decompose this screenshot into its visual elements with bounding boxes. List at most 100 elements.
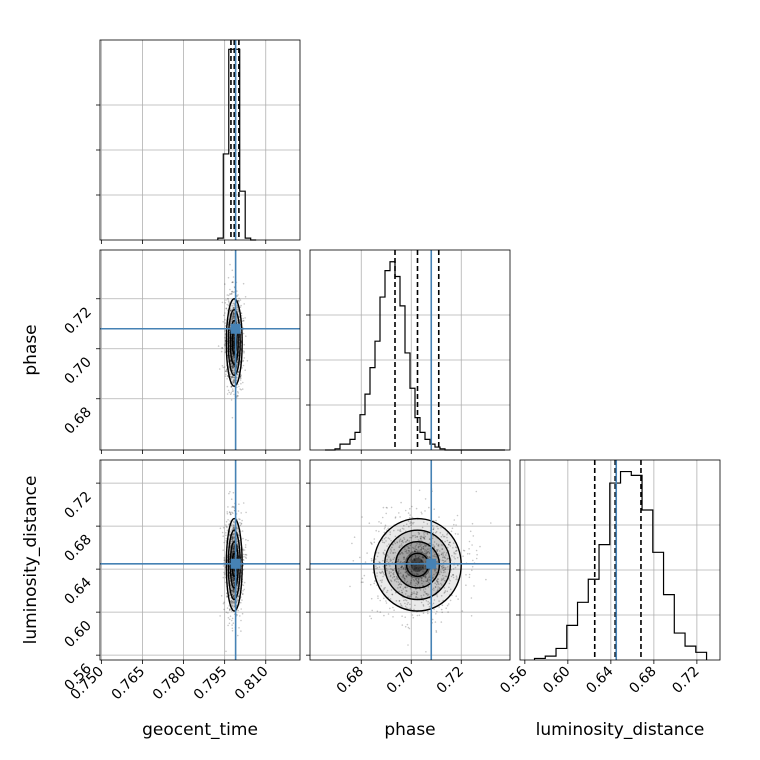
panel-phase-vs-luminosity_distance-sample-point xyxy=(397,587,399,589)
panel-phase-vs-luminosity_distance-sample-point xyxy=(388,556,390,558)
panel-phase-vs-luminosity_distance-sample-point xyxy=(415,548,418,551)
panel-phase-vs-luminosity_distance-sample-point xyxy=(425,573,427,576)
panel-phase-vs-luminosity_distance-sample-point xyxy=(386,560,388,563)
panel-phase-vs-luminosity_distance-sample-point xyxy=(405,540,408,543)
panel-geocent_time-vs-luminosity_distance-sample-point xyxy=(233,533,235,535)
panel-phase-vs-luminosity_distance-sample-point xyxy=(423,546,425,548)
panel-geocent_time-vs-phase-sample-point xyxy=(230,309,232,312)
panel-phase-vs-luminosity_distance-sample-point xyxy=(442,599,445,602)
panel-phase-vs-luminosity_distance-sample-point xyxy=(416,614,419,617)
panel-geocent_time-vs-phase-sample-point xyxy=(232,291,234,294)
panel-geocent_time-vs-luminosity_distance-sample-point xyxy=(226,526,228,529)
panel-phase-vs-luminosity_distance-sample-point xyxy=(385,602,388,604)
panel-phase-vs-luminosity_distance-sample-point xyxy=(370,541,372,544)
panel-phase-vs-luminosity_distance-sample-point xyxy=(452,576,455,579)
panel-geocent_time-vs-phase-sample-point xyxy=(240,312,243,315)
panel-phase-vs-luminosity_distance-sample-point xyxy=(440,544,443,546)
panel-geocent_time-vs-phase-sample-point xyxy=(237,299,240,302)
panel-phase-vs-luminosity_distance-sample-point xyxy=(476,553,478,556)
panel-phase-vs-luminosity_distance-sample-point xyxy=(407,644,409,646)
panel-geocent_time-vs-luminosity_distance-sample-point xyxy=(232,505,234,508)
panel-geocent_time-vs-luminosity_distance-sample-point xyxy=(225,534,227,537)
panel-phase-vs-luminosity_distance-sample-point xyxy=(425,544,428,547)
panel-phase-vs-luminosity_distance-sample-point xyxy=(440,553,443,556)
panel-geocent_time-vs-phase-sample-point xyxy=(239,319,241,321)
panel-phase-vs-luminosity_distance-sample-point xyxy=(392,552,395,554)
panel-phase-vs-luminosity_distance-sample-point xyxy=(403,560,406,563)
panel-geocent_time-vs-phase-sample-point xyxy=(232,381,235,384)
panel-phase-vs-luminosity_distance-sample-point xyxy=(418,533,420,535)
panel-geocent_time-vs-luminosity_distance-sample-point xyxy=(233,589,235,592)
panel-phase-vs-luminosity_distance-sample-point xyxy=(444,568,446,571)
panel-phase-vs-luminosity_distance-sample-point xyxy=(421,582,423,585)
panel-geocent_time-vs-phase-sample-point xyxy=(224,330,226,332)
panel-phase-vs-luminosity_distance-sample-point xyxy=(410,551,412,554)
panel-phase-vs-luminosity_distance-sample-point xyxy=(440,553,443,556)
panel-phase-vs-luminosity_distance-sample-point xyxy=(383,597,385,600)
panel-phase-vs-luminosity_distance-sample-point xyxy=(428,573,430,575)
panel-phase-vs-luminosity_distance-frame xyxy=(309,459,511,661)
panel-geocent_time-vs-luminosity_distance-sample-point xyxy=(232,550,235,552)
panel-phase-vs-luminosity_distance-sample-point xyxy=(440,565,443,568)
panel-phase-vs-luminosity_distance-sample-point xyxy=(417,578,420,581)
x-axis-label-phase: phase xyxy=(384,720,435,740)
panel-phase-vs-luminosity_distance-sample-point xyxy=(417,581,419,583)
panel-geocent_time-vs-phase-sample-point xyxy=(226,294,229,296)
panel-phase-vs-luminosity_distance-sample-point xyxy=(442,564,445,567)
panel-geocent_time-vs-phase-sample-point xyxy=(221,301,224,304)
panel-phase-vs-luminosity_distance-sample-point xyxy=(452,574,455,576)
panel-geocent_time-vs-luminosity_distance-sample-point xyxy=(245,538,247,541)
panel-phase-vs-luminosity_distance-sample-point xyxy=(441,567,444,570)
panel-geocent_time-vs-luminosity_distance-sample-point xyxy=(230,498,233,501)
panel-phase-vs-luminosity_distance-sample-point xyxy=(446,533,448,536)
panel-phase-vs-luminosity_distance-xtick-label-1: 0.70 xyxy=(384,664,417,697)
panel-phase-vs-luminosity_distance-sample-point xyxy=(410,579,413,582)
panel-phase-vs-luminosity_distance-sample-point xyxy=(389,533,392,536)
panel-geocent_time-vs-luminosity_distance-sample-point xyxy=(232,596,235,598)
panel-geocent_time-vs-luminosity_distance-sample-point xyxy=(242,537,244,540)
panel-phase-vs-luminosity_distance-sample-point xyxy=(395,591,397,594)
panel-geocent_time-vs-luminosity_distance-sample-point xyxy=(233,588,235,591)
panel-phase-vs-luminosity_distance-sample-point xyxy=(382,541,384,543)
panel-geocent_time-vs-luminosity_distance-sample-point xyxy=(229,520,231,522)
panel-phase-vs-luminosity_distance-sample-point xyxy=(392,558,395,561)
hist-luminosity_distance-xtick-label-0: 0.56 xyxy=(497,663,530,696)
panel-geocent_time-vs-luminosity_distance-sample-point xyxy=(226,595,228,597)
panel-phase-vs-luminosity_distance-sample-point xyxy=(383,553,386,556)
panel-geocent_time-vs-phase-sample-point xyxy=(232,357,234,360)
panel-phase-vs-luminosity_distance-sample-point xyxy=(479,545,481,548)
panel-geocent_time-vs-phase-sample-point xyxy=(233,371,235,374)
panel-phase-vs-luminosity_distance-sample-point xyxy=(385,564,388,566)
panel-geocent_time-vs-phase-sample-point xyxy=(233,342,235,344)
panel-phase-vs-luminosity_distance-sample-point xyxy=(392,573,394,575)
hist-luminosity_distance-xtick-label-4: 0.72 xyxy=(669,664,702,697)
panel-geocent_time-vs-phase-sample-point xyxy=(226,370,228,373)
panel-geocent_time-vs-phase-sample-point xyxy=(229,263,231,266)
panel-phase-vs-luminosity_distance-sample-point xyxy=(434,621,437,623)
panel-phase-vs-luminosity_distance-sample-point xyxy=(415,596,417,599)
panel-phase-vs-luminosity_distance-sample-point xyxy=(436,578,439,580)
panel-phase-vs-luminosity_distance-sample-point xyxy=(394,517,397,519)
panel-phase-vs-luminosity_distance-sample-point xyxy=(413,591,415,593)
panel-geocent_time-vs-luminosity_distance-sample-point xyxy=(233,569,235,572)
panel-geocent_time-vs-luminosity_distance-sample-point xyxy=(237,596,239,598)
y-axis-label-phase: phase xyxy=(21,324,41,375)
hist-geocent_time-frame xyxy=(99,39,301,241)
panel-geocent_time-vs-luminosity_distance-sample-point xyxy=(233,582,235,584)
panel-phase-vs-luminosity_distance-sample-point xyxy=(456,556,459,559)
panel-phase-vs-luminosity_distance-sample-point xyxy=(411,550,414,553)
panel-phase-vs-luminosity_distance-sample-point xyxy=(414,548,417,550)
panel-phase-vs-luminosity_distance-sample-point xyxy=(402,575,405,577)
panel-phase-vs-luminosity_distance-sample-point xyxy=(402,552,404,555)
panel-geocent_time-vs-luminosity_distance-sample-point xyxy=(227,617,230,619)
panel-phase-vs-luminosity_distance-sample-point xyxy=(386,554,389,556)
panel-geocent_time-vs-phase-sample-point xyxy=(225,307,228,310)
panel-geocent_time-vs-phase-sample-point xyxy=(232,378,235,381)
panel-geocent_time-vs-luminosity_distance-sample-point xyxy=(239,521,241,524)
panel-phase-vs-luminosity_distance-sample-point xyxy=(382,551,385,554)
panel-geocent_time-vs-phase-sample-point xyxy=(236,373,238,376)
panel-geocent_time-vs-luminosity_distance-sample-point xyxy=(233,591,235,593)
panel-phase-vs-luminosity_distance-sample-point xyxy=(405,571,407,574)
panel-phase-vs-luminosity_distance-sample-point xyxy=(403,537,405,539)
